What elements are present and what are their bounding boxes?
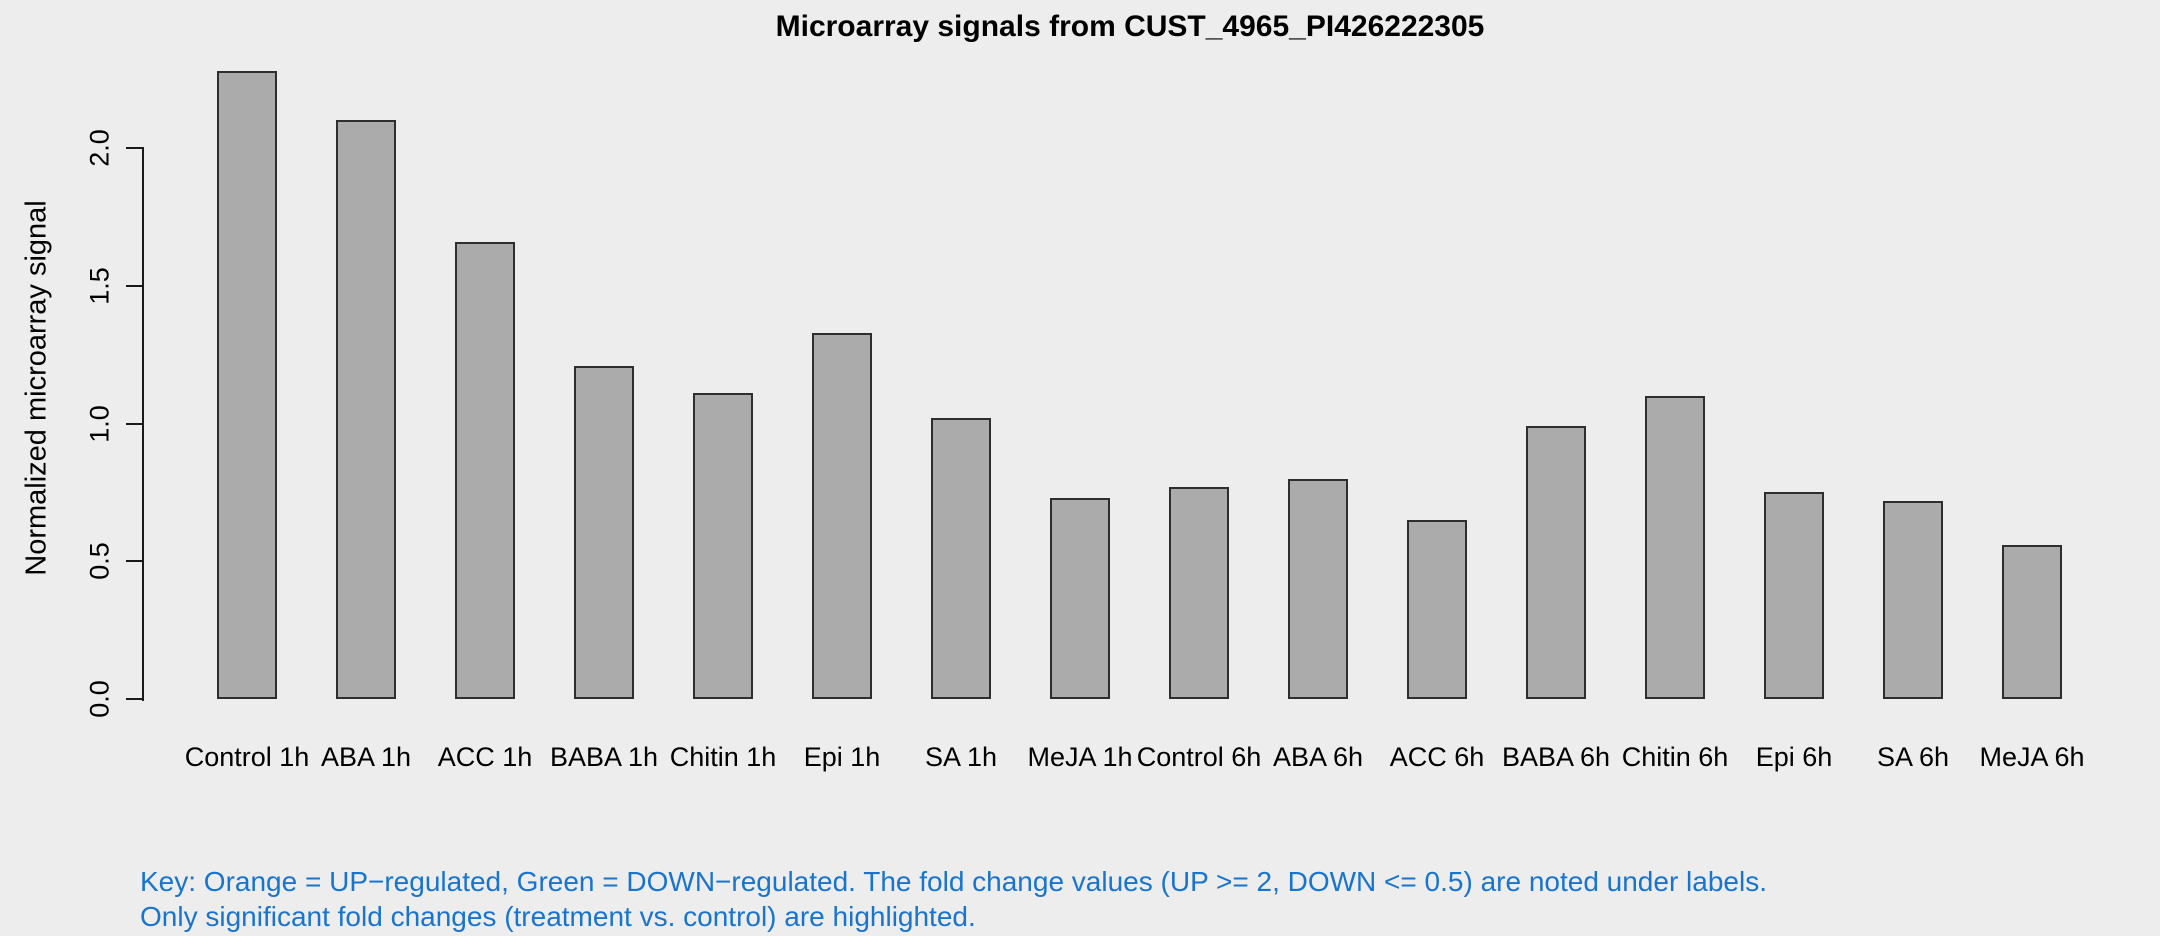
x-tick-label: ABA 1h [320,742,412,772]
x-tick-label: ABA 6h [1272,742,1364,772]
bar [1526,426,1586,699]
y-axis-title: Normalized microarray signal [20,200,53,576]
bar [1883,500,1943,699]
bar [693,393,753,699]
x-tick-label: Epi 6h [1755,742,1833,772]
key-note-line2: Only significant fold changes (treatment… [140,901,976,932]
bar [217,70,277,699]
y-tick-mark [126,560,144,563]
x-tick-label: Control 1h [184,742,310,772]
x-tick-label: ACC 6h [1389,742,1485,772]
x-tick-label: Chitin 6h [1621,742,1729,772]
x-tick-label: Chitin 1h [669,742,777,772]
bar [1645,395,1705,699]
x-tick-label: MeJA 1h [1027,742,1133,772]
y-tick-mark [126,284,144,287]
x-tick-label: SA 1h [924,742,998,772]
y-tick-label: 0.0 [84,680,115,718]
y-tick-label: 0.5 [84,542,115,581]
x-tick-label: Control 6h [1136,742,1262,772]
bar [336,120,396,699]
y-tick-mark [126,698,144,700]
x-tick-label: SA 6h [1876,742,1950,772]
y-tick-mark [126,147,144,149]
bar [2002,544,2062,699]
chart-title: Microarray signals from CUST_4965_PI4262… [775,10,1485,43]
x-tick-label: ACC 1h [437,742,533,772]
y-tick-label: 1.5 [84,266,115,305]
key-note-line1: Key: Orange = UP−regulated, Green = DOWN… [140,866,1767,897]
bar [1407,519,1467,699]
bar [455,241,515,699]
bar [574,365,634,699]
bar [1169,486,1229,699]
y-tick-label: 1.0 [84,404,115,443]
x-tick-label: BABA 1h [549,742,659,772]
x-tick-label: MeJA 6h [1979,742,2085,772]
x-tick-label: BABA 6h [1501,742,1611,772]
y-tick-label: 2.0 [84,129,115,167]
y-tick-mark [126,422,144,425]
bar [812,332,872,699]
bar [1050,497,1110,699]
bar [1288,478,1348,699]
bar [931,417,991,699]
bar [1764,492,1824,699]
x-tick-label: Epi 1h [803,742,881,772]
